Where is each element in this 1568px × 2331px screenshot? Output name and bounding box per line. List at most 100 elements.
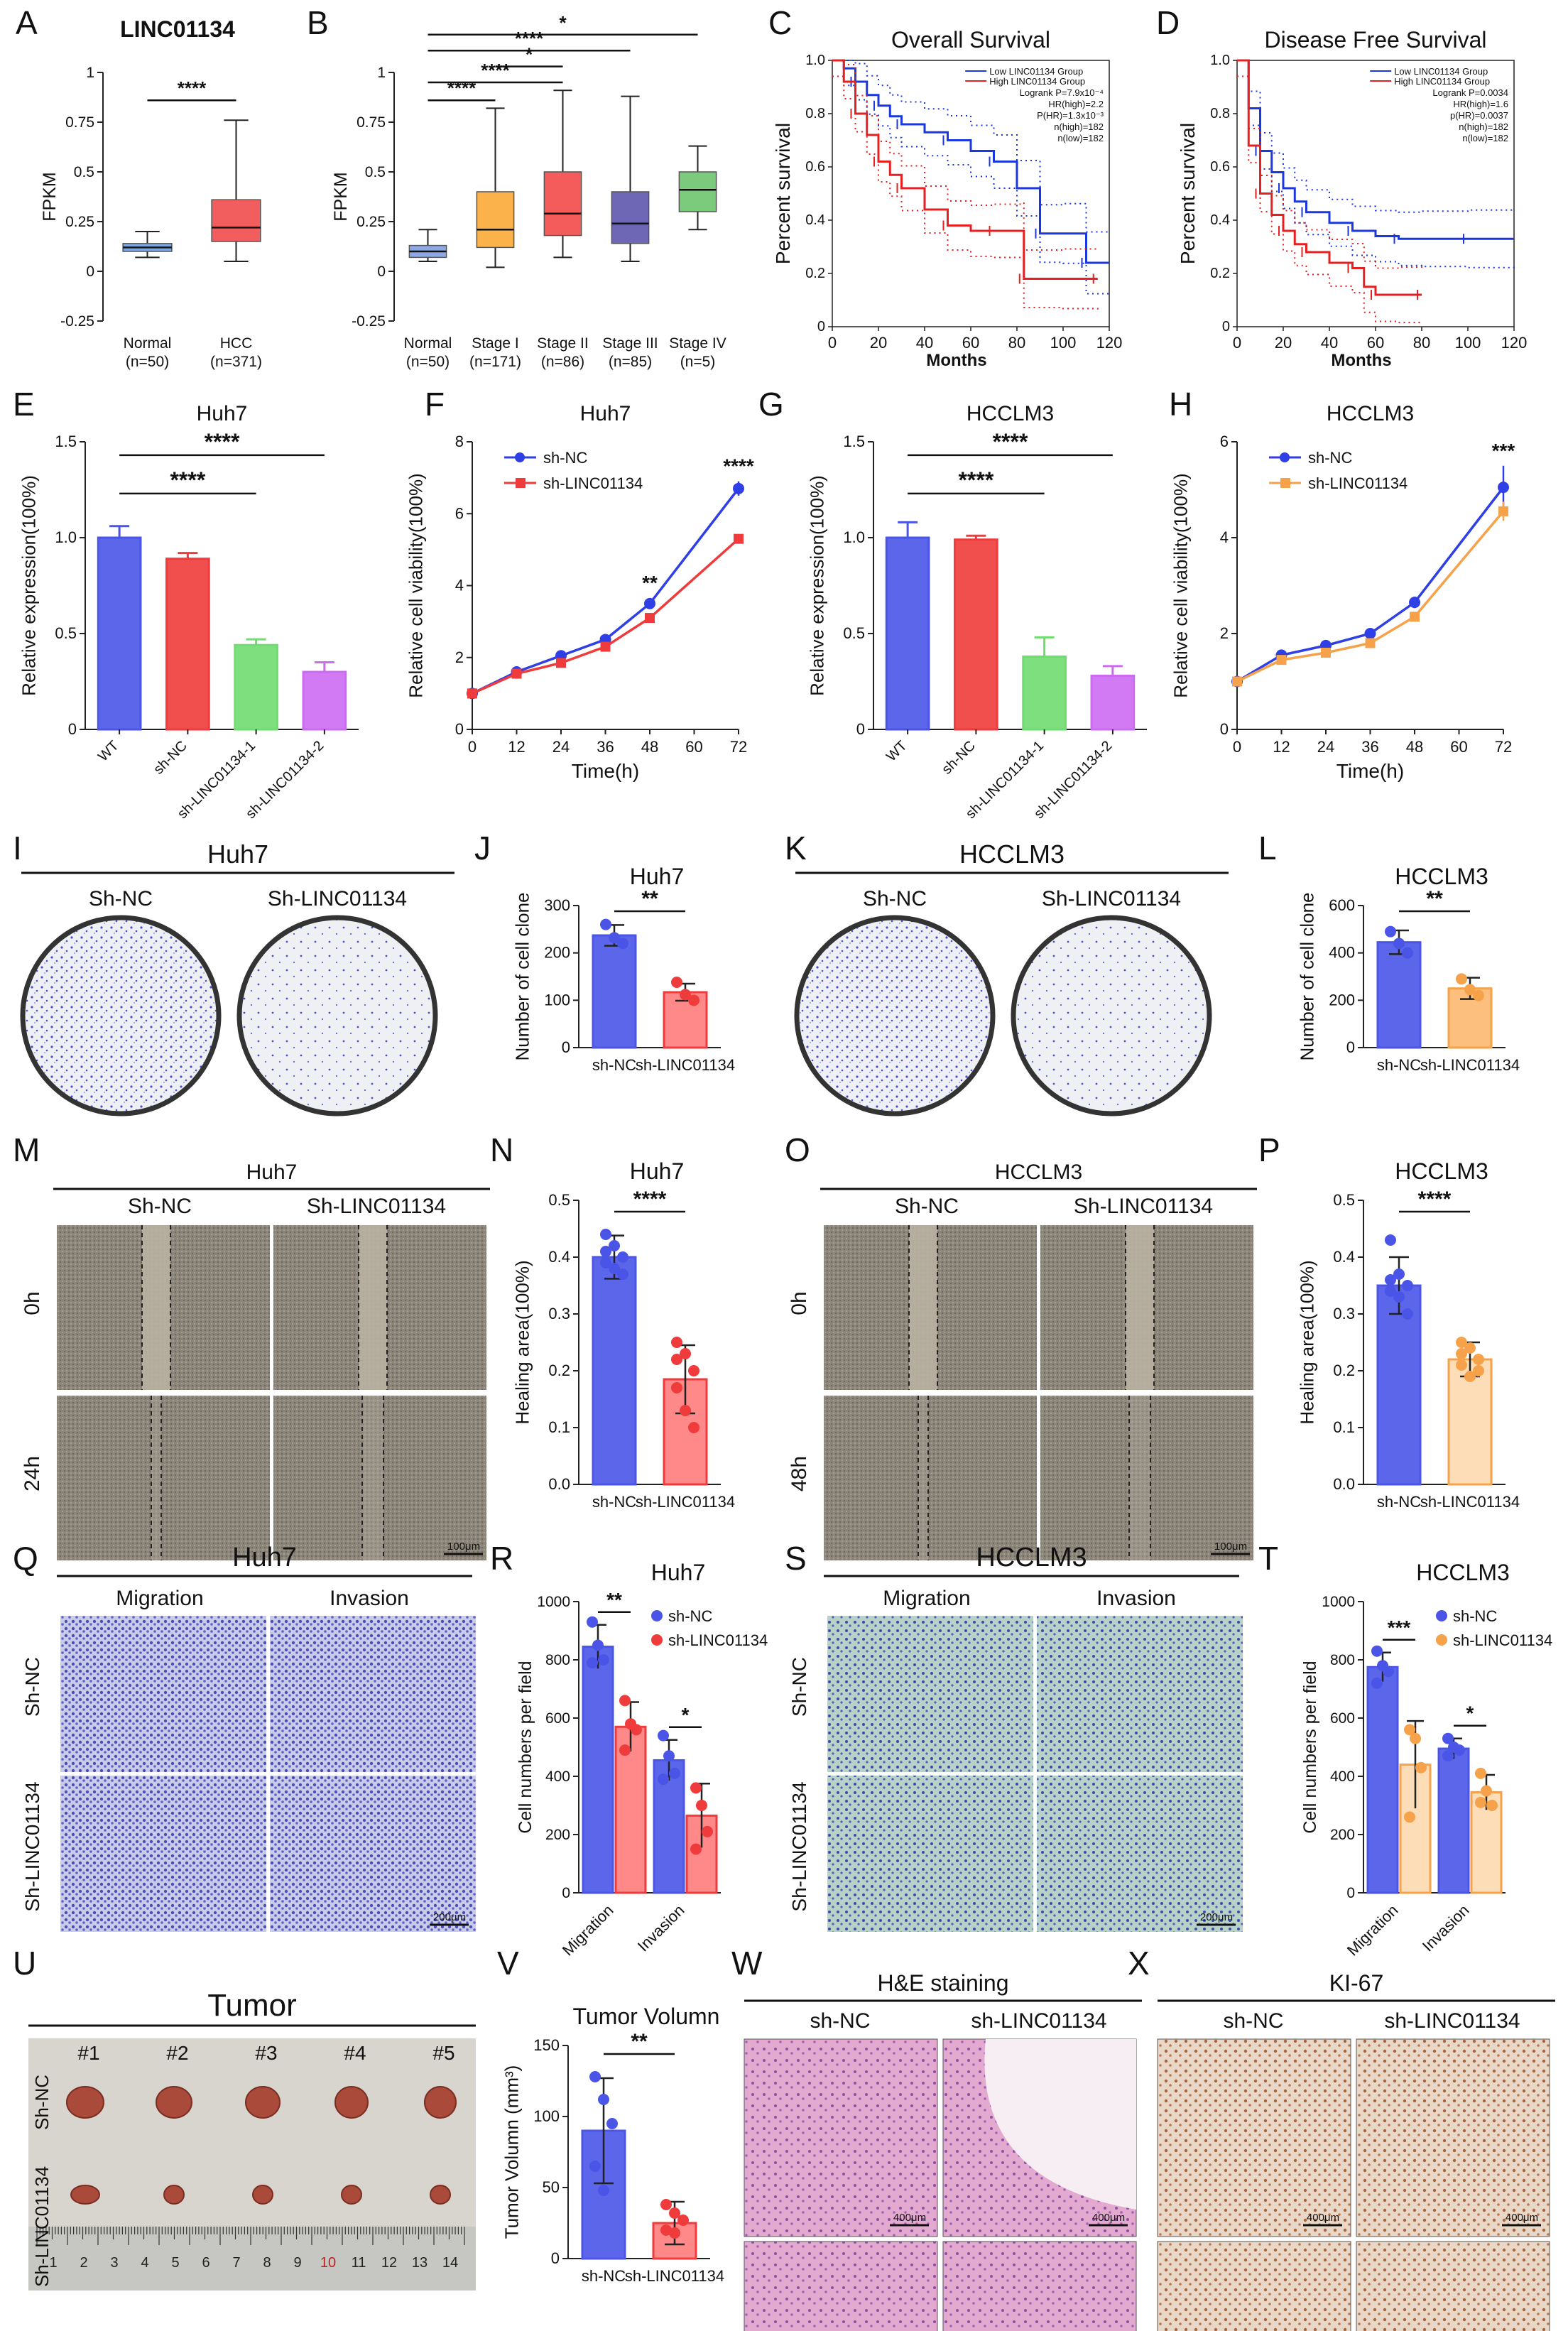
y-tick-label: 0 [1346,1038,1355,1056]
data-point [1475,1767,1486,1779]
data-point [1276,655,1287,665]
x-axis-title: Time(h) [572,760,639,782]
chart-b: -0.25 0 0.25 0.5 0.75 1 FPKM Normal (n=50) Stage … [331,12,726,370]
x-tick-label: 40 [1321,334,1338,352]
chart-l: 0 200 400 600 Number of cell clone sh-NCsh-LI… [1297,864,1520,1074]
image-panel-i: Huh7 Sh-NC Sh-LINC01134 [20,840,454,1116]
y-tick-label: 600 [545,1710,570,1727]
significance-label: ** [631,2030,648,2053]
histology-image [942,2241,1137,2331]
data-point [1498,482,1509,494]
panel-letter-o: O [785,1131,810,1168]
scale-bar-label: 100μm [447,1541,480,1553]
data-point [1402,1308,1413,1320]
x-tick-label: 36 [597,738,614,756]
histology-image [1157,2038,1351,2237]
data-point [556,658,566,668]
x-tick-label: sh-LINC01134 [625,2267,724,2285]
significance-label: ** [1426,887,1443,911]
data-point [680,1405,691,1416]
y-tick-label: -0.25 [60,313,94,330]
chart-title: HCCLM3 [1395,1158,1488,1184]
column-label: Sh-NC [863,887,927,911]
chart-p: 0.0 0.1 0.2 0.3 0.4 0.5 Healing area(100%) sh-N… [1297,1158,1520,1511]
data-point [1442,1750,1454,1762]
x-tick-label: Stage III [602,335,658,352]
x-tick-label: sh-NC [1377,1056,1421,1074]
data-point [680,989,691,1001]
tumor-knockdown [70,2185,100,2205]
km-survival-line [1237,59,1514,240]
bar [1376,1284,1422,1486]
y-tick-label: 50 [543,2178,560,2196]
significance-label: **** [205,429,240,455]
legend-label: sh-NC [1308,449,1352,467]
chart-t: 0 200 400 600 800 1000 Cell numbers per field M… [1300,1560,1552,1960]
data-point [598,2185,609,2196]
x-tick-label: 0 [1233,334,1241,352]
panel-letter-h: H [1169,386,1192,423]
panel-letter-x: X [1128,1945,1150,1982]
x-tick-label: Invasion [634,1901,688,1955]
ruler-number: 5 [171,2255,179,2271]
scale-bar-label: 100μm [1214,1541,1247,1553]
y-tick-label: 2 [1220,624,1229,642]
x-tick-label: WT [883,738,910,765]
x-tick-label: 60 [962,334,979,352]
series-line [472,487,740,695]
x-tick-label: 48 [1406,738,1423,756]
bar [234,643,278,731]
legend-label: Low LINC01134 Group [989,66,1083,77]
y-tick-label: 0.1 [548,1418,570,1436]
image-panel-title: Huh7 [207,840,268,869]
x-tick-label: sh-LINC01134 [636,1493,735,1511]
y-tick-label: 0.2 [1210,266,1230,281]
box-iqr [476,191,515,249]
chart-title: Huh7 [630,864,685,889]
data-point [1385,1274,1396,1286]
wound-gap [151,1396,161,1560]
chart-d: 0 20 40 60 80 100 120 0 0.2 0.4 0.6 0.8 1.0 Disease F… [1177,27,1527,370]
column-label: Sh-NC [895,1195,959,1218]
data-point [1402,1280,1413,1291]
panel-letter-q: Q [13,1540,38,1577]
panel-letter-n: N [490,1131,513,1168]
image-panel-x: KI-67sh-NCsh-LINC01134400μm400μm200μm200… [1157,1970,1555,2331]
row-label: 24h [21,1456,44,1491]
tumor-id-label: #4 [344,2042,366,2064]
transwell-image [60,1616,266,1772]
transwell-image [827,1616,1033,1772]
histology-clear-region [984,2039,1136,2210]
column-label: Invasion [1096,1587,1176,1610]
row-label: Sh-LINC01134 [788,1781,810,1911]
y-tick-label: 800 [545,1652,570,1668]
y-tick-label: 1 [86,65,94,81]
column-label: Sh-NC [128,1195,192,1218]
y-tick-label: 0.4 [548,1248,570,1266]
data-point [1415,1761,1427,1773]
data-point [688,1365,699,1376]
chart-title: HCCLM3 [1395,864,1488,889]
data-point [658,1773,669,1786]
y-tick-label: 4 [455,577,464,594]
y-tick-label: 0 [377,263,386,280]
legend-label: sh-NC [543,449,587,467]
data-point [1481,1785,1492,1797]
x-tick-label: 72 [730,738,747,756]
y-axis-title: Percent survival [772,123,794,264]
x-axis-title: Time(h) [1336,760,1404,782]
data-point [598,2094,609,2105]
histology-image [1157,2241,1351,2331]
series-line [1236,487,1505,683]
legend-label: High LINC01134 Group [989,76,1085,87]
ruler [28,2227,476,2291]
panel-letter-l: L [1258,830,1277,866]
chart-r: 0 200 400 600 800 1000 Cell numbers per field M… [516,1560,768,1960]
y-tick-label: 1000 [1322,1594,1355,1610]
x-tick-label: 20 [870,334,887,352]
y-tick-label: 1000 [537,1594,570,1610]
y-tick-label: 0.0 [548,1475,570,1493]
y-tick-label: 0.6 [805,159,825,175]
